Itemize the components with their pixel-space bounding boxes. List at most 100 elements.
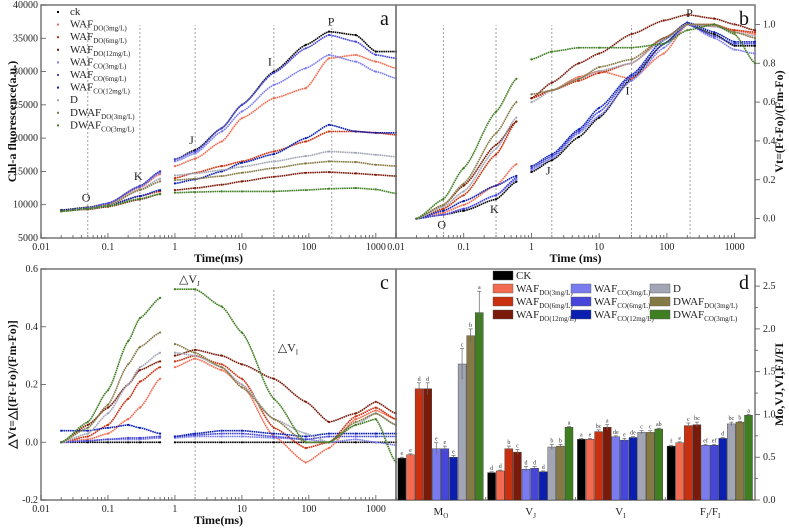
bar xyxy=(637,432,646,501)
data-point xyxy=(220,140,223,143)
data-point xyxy=(733,29,736,32)
annotation-label: △VJ xyxy=(179,272,200,288)
significance-letter: a xyxy=(747,408,750,414)
series-dwaf-co-3mg-l- xyxy=(60,187,398,213)
data-point xyxy=(753,29,757,32)
data-point xyxy=(598,110,601,113)
legend-label: WAFCO(6mg/L) xyxy=(70,69,127,83)
data-point xyxy=(194,351,197,354)
data-point xyxy=(86,207,89,210)
bar xyxy=(397,457,407,501)
legend-label-sub: CO(3mg/L) xyxy=(617,289,651,297)
category-label-after: /F xyxy=(709,506,718,518)
data-point xyxy=(598,46,601,49)
data-point xyxy=(630,79,633,82)
bar xyxy=(475,312,484,501)
data-point xyxy=(577,132,580,135)
data-point xyxy=(550,159,553,162)
data-point xyxy=(515,180,518,183)
data-point xyxy=(304,400,307,403)
data-point xyxy=(194,432,197,435)
data-point xyxy=(550,153,553,156)
data-point xyxy=(327,53,331,57)
significance-letter: c xyxy=(687,417,690,423)
data-point xyxy=(327,130,331,133)
significance-letter: c xyxy=(461,343,464,349)
data-point xyxy=(106,441,110,444)
data-point xyxy=(194,357,197,360)
data-point xyxy=(686,13,689,16)
series-waf-do-12mg-l- xyxy=(415,13,757,220)
data-point xyxy=(374,173,377,176)
bar xyxy=(701,445,710,501)
data-point xyxy=(86,420,89,424)
bar xyxy=(611,436,620,501)
data-point xyxy=(515,174,518,177)
data-point xyxy=(753,31,757,34)
data-point xyxy=(442,213,445,216)
data-point xyxy=(304,140,307,143)
data-point xyxy=(304,162,307,165)
significance-letter: e xyxy=(444,440,447,446)
legend-swatch xyxy=(649,296,671,307)
legend-label-sub: DO(3mg/L) xyxy=(101,113,135,121)
x-tick-label: 0.01 xyxy=(387,242,405,253)
legend-swatch xyxy=(649,309,671,320)
data-point xyxy=(630,58,633,61)
legend-label-sub: CO(3mg/L) xyxy=(93,62,127,70)
data-point xyxy=(462,194,465,197)
data-point xyxy=(106,202,110,205)
data-point xyxy=(173,360,176,363)
data-point xyxy=(240,117,243,120)
data-point xyxy=(753,33,757,36)
data-point xyxy=(733,40,736,44)
data-point xyxy=(354,418,357,421)
legend-swatch xyxy=(649,283,671,294)
plot-frame xyxy=(395,4,756,239)
data-point xyxy=(240,171,243,174)
data-point xyxy=(354,40,357,43)
data-point xyxy=(662,52,665,55)
data-point xyxy=(374,409,377,412)
data-point xyxy=(60,441,63,444)
x-tick-label: 1 xyxy=(529,242,534,253)
series-line xyxy=(416,23,756,220)
x-tick-label: 0.1 xyxy=(102,504,115,515)
bar xyxy=(556,445,565,501)
legend-label-sub: CO(3mg/L) xyxy=(704,315,738,323)
significance-letter: d xyxy=(533,461,536,467)
data-point xyxy=(515,101,518,104)
data-point xyxy=(374,435,377,438)
legend-label-main: DWAF xyxy=(673,296,704,308)
data-point xyxy=(327,33,331,37)
data-point xyxy=(272,190,275,193)
legend-label: WAFDO(3mg/L) xyxy=(516,283,573,297)
legend-label-sub: DO(3mg/L) xyxy=(539,289,573,297)
bar xyxy=(564,427,574,501)
legend-label: DWAFCO(3mg/L) xyxy=(70,119,135,133)
data-point xyxy=(272,441,275,444)
significance-letter: bc xyxy=(694,416,700,422)
data-point xyxy=(138,317,141,320)
legend-marker xyxy=(57,74,59,76)
data-point xyxy=(354,441,357,444)
significance-letter: e xyxy=(678,436,681,442)
data-point xyxy=(515,163,518,166)
legend-label-main: D xyxy=(673,283,681,295)
data-point xyxy=(220,366,223,369)
bar xyxy=(718,438,727,501)
data-point xyxy=(753,52,757,55)
data-point xyxy=(194,354,197,357)
y-tick-label: 2.0 xyxy=(763,324,776,335)
data-point xyxy=(354,53,357,57)
series-dwaf-do-3mg-l- xyxy=(415,23,757,220)
data-point xyxy=(354,415,357,418)
data-point xyxy=(220,169,223,172)
data-point xyxy=(240,386,243,389)
legend-label: D xyxy=(70,94,78,106)
significance-letter: d xyxy=(499,464,502,470)
data-point xyxy=(462,184,465,187)
significance-letter: b xyxy=(559,438,562,444)
series-line xyxy=(61,351,397,444)
series-line xyxy=(61,435,397,446)
